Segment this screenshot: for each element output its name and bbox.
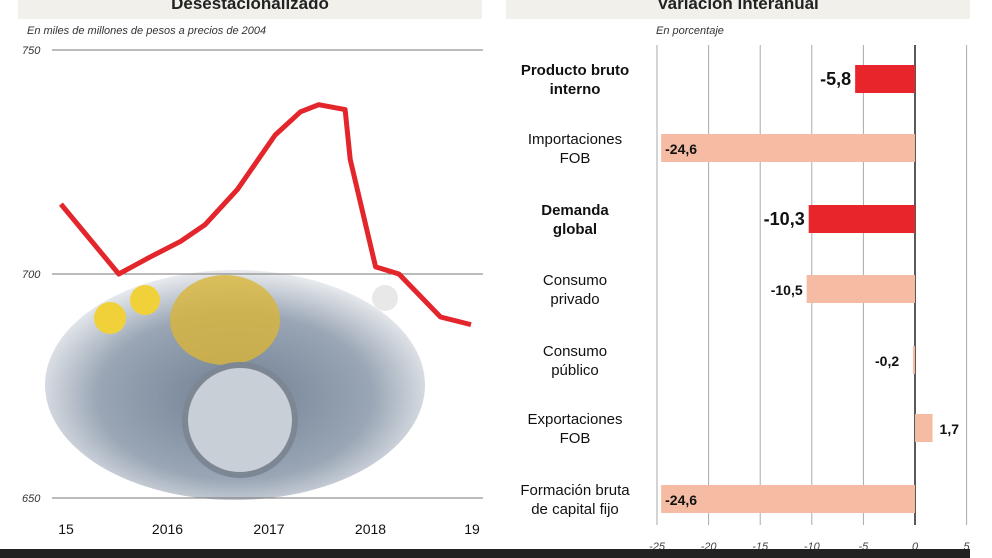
x-tick-label: 2017 <box>253 521 284 537</box>
value-label: -24,6 <box>665 141 697 157</box>
category-label: Producto bruto <box>521 62 629 79</box>
photo-machine <box>182 362 298 478</box>
right-chart-subtitle: En porcentaje <box>656 25 724 37</box>
x-tick-label: 2016 <box>152 521 183 537</box>
bar <box>806 275 915 303</box>
value-label: -24,6 <box>665 492 697 508</box>
category-label: de capital fijo <box>531 501 619 518</box>
category-label: interno <box>550 81 601 98</box>
left-chart-title: Desestacionalizado <box>18 0 482 19</box>
category-label: FOB <box>560 150 591 167</box>
photo-yellow-pipe <box>170 275 280 365</box>
bar <box>915 414 933 442</box>
photo-helmet <box>94 302 126 334</box>
bottom-rule <box>0 549 970 558</box>
bar <box>855 65 915 93</box>
value-label: -10,3 <box>764 209 805 229</box>
bar <box>808 205 915 233</box>
y-tick-label: 750 <box>22 45 41 57</box>
category-label: Consumo <box>543 272 607 289</box>
category-label: Exportaciones <box>527 411 622 428</box>
category-label: privado <box>550 291 599 308</box>
bar <box>912 346 915 374</box>
y-tick-label: 650 <box>22 493 41 505</box>
category-label: público <box>551 362 599 379</box>
left-chart-subtitle: En miles de millones de pesos a precios … <box>27 25 267 37</box>
category-label: Importaciones <box>528 131 622 148</box>
x-tick-label: 15 <box>58 521 74 537</box>
category-label: Consumo <box>543 343 607 360</box>
value-label: 1,7 <box>940 421 960 437</box>
x-tick-label: 19 <box>464 521 480 537</box>
right-chart-title: Variación interanual <box>506 0 970 19</box>
photo-helmet <box>372 285 398 311</box>
x-tick-label: 0 <box>912 541 919 553</box>
x-tick-label: 5 <box>964 541 971 553</box>
value-label: -5,8 <box>820 69 851 89</box>
bar <box>661 485 915 513</box>
category-label: global <box>553 221 597 238</box>
category-label: FOB <box>560 430 591 447</box>
x-tick-label: -5 <box>859 541 870 553</box>
category-label: Demanda <box>541 202 609 219</box>
bar <box>661 134 915 162</box>
value-label: -10,5 <box>771 282 803 298</box>
y-tick-label: 700 <box>22 269 41 281</box>
x-tick-label: 2018 <box>355 521 386 537</box>
category-label: Formación bruta <box>520 482 630 499</box>
value-label: -0,2 <box>875 353 899 369</box>
photo-helmet <box>130 285 160 315</box>
